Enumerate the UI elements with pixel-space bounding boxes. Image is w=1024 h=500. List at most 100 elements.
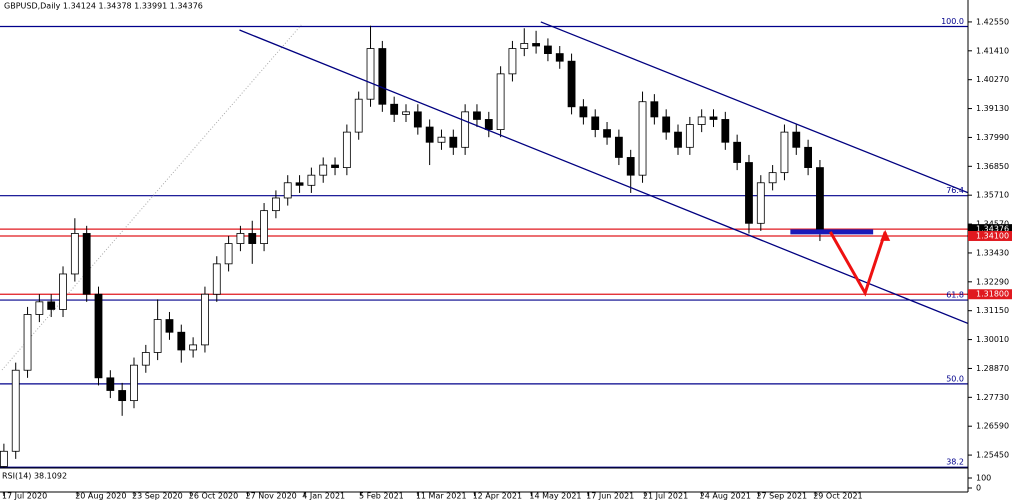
candle-body [272,197,280,212]
candle-body [638,101,647,176]
x-tick-label: 12 Apr 2021 [473,492,522,500]
candle-body [0,450,8,467]
arrow-head [880,229,891,241]
chart-title: GBPUSD,Daily 1.34124 1.34378 1.33991 1.3… [4,2,203,11]
projection-arrow [829,231,887,297]
y-tick-label: 1.34570 [976,220,1009,229]
candle-body [816,167,824,234]
candle-body [47,301,56,310]
candle-body [603,129,611,138]
candle-body [721,119,730,143]
candle-body [331,164,339,168]
x-tick-label: 4 Jan 2021 [302,492,345,500]
y-tick-label: 1.35710 [976,191,1009,200]
candle-body [307,174,316,186]
candle-body [177,331,186,351]
candle-body [674,131,682,148]
x-tick-label: 29 Oct 2021 [813,492,862,500]
price-label: 1.34100 [976,231,1009,240]
trend-line [239,29,968,325]
candle-body [662,116,671,133]
trend-line [540,21,968,194]
candle-body [106,377,115,391]
candle-body [342,131,351,168]
candle-body [212,263,221,295]
candle-body [236,233,245,244]
candle-body [449,136,458,148]
price-label: 1.31800 [976,290,1009,299]
candle-body [378,48,387,105]
candle-body [591,116,600,130]
candle-body [520,43,529,49]
fib-base [1,24,302,371]
candle-body [685,124,694,148]
price-label-box [968,224,1012,235]
candle-body [544,45,552,54]
fib-label: 100.0 [941,17,964,26]
candle-body [130,364,138,402]
candle-body [626,157,635,176]
candle-body [248,233,257,244]
candle-body [413,111,422,128]
candle-body [745,162,753,224]
candle-body [697,116,706,125]
candle-body [780,131,789,174]
y-tick-label: 1.31150 [976,306,1009,315]
candle-body [283,182,292,199]
rsi-label: RSI(14) 38.1092 [2,472,67,481]
x-tick-label: 21 Jul 2021 [643,492,688,500]
candle-body [579,106,588,118]
candle-body [141,352,150,366]
candle-body [153,319,162,353]
candle-body [23,314,32,371]
candle-body [201,293,209,346]
candle-body [295,182,304,186]
candle-body [59,273,67,310]
candle-body [165,319,174,333]
candle-body [118,390,127,402]
x-tick-label: 20 Aug 2020 [75,492,126,500]
plot-area [0,21,968,468]
rsi-tick-label: 100 [976,474,991,483]
y-tick-label: 1.36850 [976,162,1009,171]
y-tick-label: 1.30010 [976,335,1009,344]
price-label: 1.34376 [976,225,1009,234]
y-tick-label: 1.39130 [976,104,1009,113]
candle-body [390,103,399,115]
candle-body [614,136,623,158]
candle-body [792,131,801,148]
candle-body [484,119,493,130]
candle-body [532,43,540,47]
fib-label: 50.0 [946,374,964,383]
candle-body [733,141,742,163]
x-tick-label: 17 Jul 2020 [2,492,47,500]
x-tick-label: 5 Feb 2021 [359,492,404,500]
x-tick-label: 14 May 2021 [529,492,581,500]
x-tick-label: 23 Sep 2020 [132,492,183,500]
candle-body [461,111,470,148]
x-tick-label: 27 Sep 2021 [756,492,807,500]
candle-body [567,60,576,108]
fib-label: 38.2 [946,458,964,467]
candle-body [354,98,363,133]
candle-body [709,116,718,120]
candle-body [650,101,659,118]
candle-body [496,73,505,130]
price-label-box [968,230,1012,241]
y-tick-label: 1.25450 [976,451,1009,460]
y-tick-label: 1.40270 [976,75,1009,84]
x-tick-label: 26 Oct 2020 [189,492,238,500]
fib-label: 76.4 [946,186,964,195]
candle-body [437,136,446,143]
y-tick-label: 1.37990 [976,133,1009,142]
y-tick-label: 1.27730 [976,393,1009,402]
x-tick-label: 24 Aug 2021 [700,492,751,500]
x-tick-label: 17 Jun 2021 [586,492,634,500]
candle-body [11,369,20,452]
candle-body [70,233,79,275]
candle-body [319,164,328,176]
candle-body [473,111,481,120]
x-tick-label: 11 Mar 2021 [416,492,467,500]
